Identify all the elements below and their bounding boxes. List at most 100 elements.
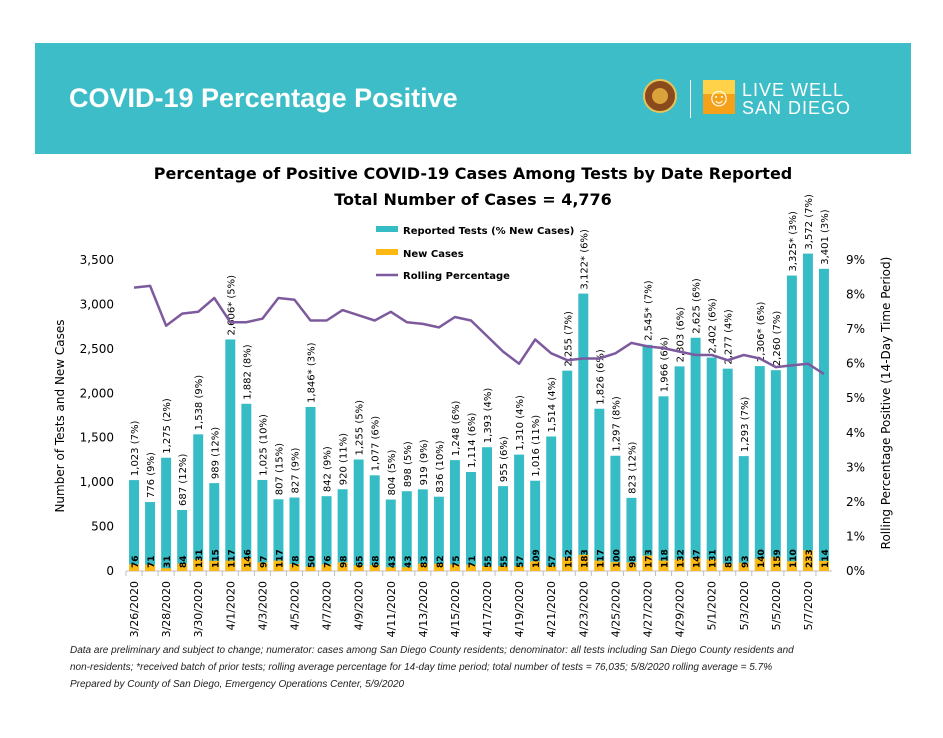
bar-reported-tests — [257, 479, 268, 571]
new-cases-label: 146 — [243, 549, 253, 568]
bar-value-label: 1,077 (6%) — [371, 416, 382, 472]
x-tick-label: 5/7/2020 — [802, 581, 815, 630]
new-cases-label: 140 — [757, 549, 767, 568]
logo-text-line2: SAN DIEGO — [742, 98, 852, 118]
bar-reported-tests — [161, 457, 172, 571]
bar-value-label: 955 (6%) — [499, 436, 510, 482]
bar-reported-tests — [321, 496, 332, 571]
new-cases-label: 131 — [195, 549, 205, 568]
x-tick-label: 5/1/2020 — [706, 581, 719, 630]
bar-reported-tests — [353, 459, 364, 571]
bar-value-label: 2,306* (6%) — [756, 302, 767, 363]
new-cases-label: 76 — [131, 555, 141, 568]
bar-value-label: 1,114 (6%) — [467, 412, 478, 468]
x-tick-label: 3/26/2020 — [128, 581, 141, 637]
bar-new-cases — [754, 558, 765, 571]
bar-new-cases — [209, 560, 220, 571]
x-tick-label: 4/9/2020 — [353, 581, 366, 630]
new-cases-label: 57 — [548, 555, 558, 568]
bar-value-label: 1,538 (9%) — [194, 375, 205, 431]
bar-new-cases — [802, 550, 813, 571]
x-tick-label: 4/13/2020 — [417, 581, 430, 637]
bar-value-label: 1,293 (7%) — [740, 397, 751, 453]
new-cases-label: 50 — [308, 555, 318, 568]
y2-tick-label: 0% — [846, 564, 865, 578]
bar-new-cases — [337, 562, 348, 571]
y-tick-label: 1,000 — [80, 475, 114, 489]
bar-new-cases — [658, 560, 669, 571]
y2-tick-label: 8% — [846, 288, 865, 302]
x-tick-label: 4/7/2020 — [321, 581, 334, 630]
bar-new-cases — [530, 561, 541, 571]
bar-reported-tests — [129, 480, 139, 571]
bar-new-cases — [498, 566, 509, 571]
x-tick-label: 3/30/2020 — [192, 581, 205, 637]
legend-swatch-tests — [376, 226, 398, 232]
bar-reported-tests — [466, 472, 476, 571]
bar-new-cases — [385, 567, 396, 571]
x-tick-label: 4/29/2020 — [674, 581, 687, 637]
new-cases-label: 152 — [564, 549, 574, 568]
legend-label-tests: Reported Tests (% New Cases) — [403, 226, 574, 237]
bar-value-label: 827 (9%) — [290, 447, 301, 493]
bar-new-cases — [305, 566, 316, 571]
bar-new-cases — [514, 565, 525, 571]
new-cases-label: 82 — [436, 555, 446, 568]
y-tick-label: 1,500 — [80, 431, 114, 445]
new-cases-label: 233 — [805, 549, 815, 568]
chart-title: Percentage of Positive COVID-19 Cases Am… — [154, 164, 793, 183]
new-cases-label: 110 — [789, 549, 799, 568]
bar-reported-tests — [449, 460, 460, 571]
bar-reported-tests — [433, 496, 444, 571]
bar-reported-tests — [610, 455, 621, 571]
bar-value-label: 2,402 (6%) — [708, 298, 719, 354]
footnote-line-2: non-residents; *received batch of prior … — [70, 662, 773, 673]
bar-reported-tests — [578, 293, 589, 571]
bar-new-cases — [466, 564, 476, 571]
x-tick-label: 5/3/2020 — [738, 581, 751, 630]
new-cases-label: 132 — [677, 549, 687, 568]
bar-reported-tests — [514, 454, 525, 571]
bar-value-label: 842 (9%) — [323, 446, 334, 492]
y-tick-label: 3,000 — [80, 297, 114, 311]
new-cases-label: 75 — [452, 555, 462, 568]
new-cases-label: 83 — [420, 555, 430, 568]
bar-value-label: 1,310 (4%) — [515, 395, 526, 451]
bar-value-label: 3,401 (3%) — [820, 209, 831, 265]
new-cases-label: 183 — [580, 549, 590, 568]
x-tick-label: 5/5/2020 — [770, 581, 783, 630]
bar-new-cases — [193, 559, 204, 571]
bar-new-cases — [417, 563, 428, 571]
bar-value-label: 1,966 (6%) — [660, 337, 671, 393]
bar-new-cases — [273, 560, 284, 571]
rolling-percentage-line — [133, 284, 825, 376]
new-cases-label: 78 — [291, 555, 301, 568]
y2-tick-label: 7% — [846, 322, 865, 336]
bar-value-label: 1,297 (8%) — [611, 396, 622, 452]
bar-value-label: 1,255 (5%) — [355, 400, 366, 456]
bar-new-cases — [129, 564, 139, 571]
bar-value-label: 3,122* (6%) — [579, 229, 590, 290]
new-cases-label: 131 — [709, 549, 719, 568]
legend-label-rolling: Rolling Percentage — [403, 271, 510, 282]
y2-tick-label: 1% — [846, 529, 865, 543]
bar-value-label: 2,255 (7%) — [563, 311, 574, 367]
bar-reported-tests — [546, 436, 557, 571]
bar-reported-tests — [417, 489, 428, 571]
new-cases-label: 31 — [163, 555, 173, 568]
new-cases-label: 43 — [388, 555, 398, 568]
bar-reported-tests — [289, 497, 300, 571]
bar-reported-tests — [642, 344, 653, 571]
y2-tick-label: 4% — [846, 426, 865, 440]
y-axis-label: Number of Tests and New Cases — [53, 319, 67, 512]
bar-new-cases — [401, 567, 412, 571]
bar-new-cases — [706, 559, 717, 571]
bar-reported-tests — [738, 456, 749, 571]
bar-reported-tests — [193, 434, 204, 571]
bar-reported-tests — [722, 368, 733, 571]
new-cases-label: 97 — [259, 555, 269, 568]
bar-reported-tests — [273, 499, 284, 571]
bar-new-cases — [610, 562, 621, 571]
bar-reported-tests — [819, 268, 829, 571]
bar-new-cases — [562, 557, 573, 571]
